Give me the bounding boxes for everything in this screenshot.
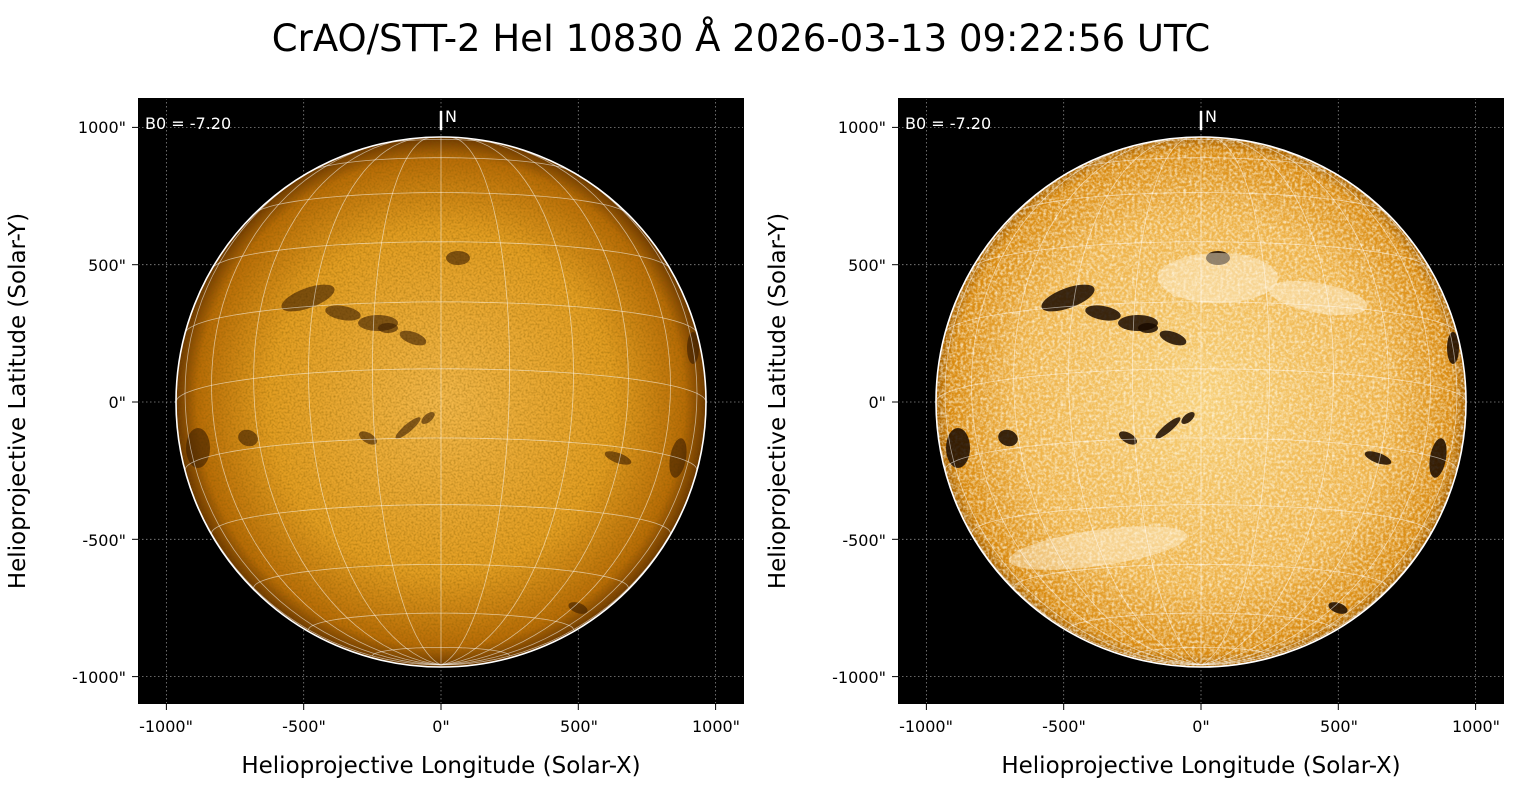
x-tick-label: 500" [1320, 717, 1358, 736]
y-tick-label: 1000" [837, 118, 886, 137]
x-tick-label: -1000" [899, 717, 953, 736]
y-tick-label: 1000" [77, 118, 126, 137]
y-tick-label: -500" [842, 531, 886, 550]
x-tick-label: -500" [282, 717, 326, 736]
solar-disk-image-left [132, 98, 744, 710]
y-tick-label: 0" [868, 393, 886, 412]
b0-label-right: B0 = -7.20 [905, 114, 992, 133]
solar-map-right: B0 = -7.20 N [892, 98, 1504, 710]
y-axis-title-left: Helioprojective Latitude (Solar-Y) [5, 212, 31, 590]
x-axis-title-right: Helioprojective Longitude (Solar-X) [1001, 753, 1401, 779]
y-tick-label: 500" [88, 256, 126, 275]
y-axis-title-right: Helioprojective Latitude (Solar-Y) [765, 212, 791, 590]
x-tick-label: 1000" [1451, 717, 1501, 736]
y-tick-label: -1000" [832, 668, 886, 687]
y-tick-label: 0" [108, 393, 126, 412]
y-tick-label: -1000" [72, 668, 126, 687]
north-label-right: N [1205, 107, 1217, 126]
solar-map-left: B0 = -7.20 N [132, 98, 744, 710]
figure-title: CrAO/STT-2 HeI 10830 Å 2026-03-13 09:22:… [271, 17, 1211, 60]
y-tick-label: -500" [82, 531, 126, 550]
x-tick-label: -500" [1042, 717, 1086, 736]
b0-label-left: B0 = -7.20 [145, 114, 232, 133]
north-label-left: N [445, 107, 457, 126]
x-tick-label: 0" [1192, 717, 1210, 736]
solar-disk-image-right [892, 98, 1504, 710]
x-tick-label: 1000" [691, 717, 741, 736]
x-tick-label: 500" [560, 717, 598, 736]
x-axis-title-left: Helioprojective Longitude (Solar-X) [241, 753, 641, 779]
y-tick-label: 500" [848, 256, 886, 275]
x-tick-label: -1000" [139, 717, 193, 736]
x-tick-label: 0" [432, 717, 450, 736]
